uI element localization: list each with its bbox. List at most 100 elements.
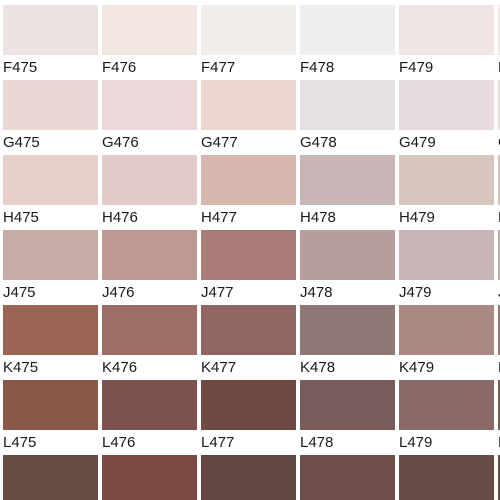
color-code-label: K479 [399, 359, 435, 376]
color-swatch[interactable] [201, 80, 296, 130]
color-swatch[interactable] [300, 80, 395, 130]
color-swatch[interactable] [399, 455, 494, 500]
color-swatch[interactable] [201, 5, 296, 55]
color-swatch-cell[interactable]: F479 [399, 5, 494, 77]
color-swatch[interactable] [3, 230, 98, 280]
color-code-label: G477 [201, 134, 238, 151]
color-swatch-cell[interactable]: G476 [102, 80, 197, 152]
color-swatch[interactable] [498, 155, 500, 205]
color-swatch-cell[interactable] [3, 455, 98, 500]
color-swatch[interactable] [102, 455, 197, 500]
color-swatch[interactable] [3, 305, 98, 355]
color-swatch-cell[interactable]: J [498, 230, 500, 302]
color-swatch[interactable] [3, 155, 98, 205]
color-swatch-cell[interactable] [300, 455, 395, 500]
color-swatch-cell[interactable]: L479 [399, 380, 494, 452]
color-code-label: H475 [3, 209, 39, 226]
color-swatch-cell[interactable]: J475 [3, 230, 98, 302]
color-swatch[interactable] [3, 455, 98, 500]
color-swatch[interactable] [300, 305, 395, 355]
color-swatch-cell[interactable]: H479 [399, 155, 494, 227]
color-swatch-cell[interactable]: G478 [300, 80, 395, 152]
color-swatch[interactable] [3, 80, 98, 130]
color-swatch[interactable] [300, 230, 395, 280]
color-swatch-cell[interactable]: H475 [3, 155, 98, 227]
color-swatch-cell[interactable]: K479 [399, 305, 494, 377]
color-code-label: K [498, 359, 500, 377]
color-swatch-cell[interactable]: G479 [399, 80, 494, 152]
color-swatch[interactable] [399, 380, 494, 430]
color-swatch[interactable] [201, 155, 296, 205]
color-swatch-cell[interactable]: L [498, 380, 500, 452]
color-swatch-cell[interactable]: K477 [201, 305, 296, 377]
color-swatch[interactable] [102, 80, 197, 130]
color-swatch[interactable] [102, 5, 197, 55]
color-swatch-cell[interactable] [498, 455, 500, 500]
color-swatch-cell[interactable]: K475 [3, 305, 98, 377]
color-swatch[interactable] [201, 305, 296, 355]
color-code-label: F [498, 59, 500, 77]
color-swatch-cell[interactable]: F478 [300, 5, 395, 77]
color-swatch[interactable] [498, 5, 500, 55]
color-swatch-cell[interactable]: K478 [300, 305, 395, 377]
color-swatch-cell[interactable]: J478 [300, 230, 395, 302]
color-swatch-cell[interactable]: H [498, 155, 500, 227]
color-swatch-cell[interactable]: L476 [102, 380, 197, 452]
color-swatch[interactable] [300, 455, 395, 500]
color-swatch[interactable] [498, 455, 500, 500]
color-swatch[interactable] [201, 380, 296, 430]
color-swatch[interactable] [498, 305, 500, 355]
color-swatch[interactable] [3, 380, 98, 430]
color-swatch-cell[interactable] [201, 455, 296, 500]
color-swatch[interactable] [498, 80, 500, 130]
color-code-label: H [498, 209, 500, 227]
color-code-label: F477 [201, 59, 236, 76]
color-swatch-cell[interactable]: J477 [201, 230, 296, 302]
color-swatch-cell[interactable]: G475 [3, 80, 98, 152]
color-swatch[interactable] [399, 305, 494, 355]
color-swatch[interactable] [102, 230, 197, 280]
color-code-label: G475 [3, 134, 40, 151]
color-swatch[interactable] [300, 380, 395, 430]
color-swatch-cell[interactable]: L475 [3, 380, 98, 452]
color-code-label: J478 [300, 284, 333, 301]
color-swatch[interactable] [498, 230, 500, 280]
color-swatch-cell[interactable]: H477 [201, 155, 296, 227]
color-swatch-cell[interactable]: L477 [201, 380, 296, 452]
color-swatch[interactable] [399, 155, 494, 205]
color-swatch[interactable] [102, 380, 197, 430]
color-swatch-cell[interactable]: K476 [102, 305, 197, 377]
color-swatch[interactable] [399, 80, 494, 130]
color-swatch[interactable] [399, 5, 494, 55]
color-swatch-cell[interactable]: J476 [102, 230, 197, 302]
color-swatch-cell[interactable]: K [498, 305, 500, 377]
color-swatch-cell[interactable]: H478 [300, 155, 395, 227]
color-swatch-cell[interactable]: H476 [102, 155, 197, 227]
color-swatch[interactable] [102, 155, 197, 205]
color-swatch[interactable] [300, 155, 395, 205]
color-code-label: L [498, 434, 500, 452]
color-swatch[interactable] [300, 5, 395, 55]
color-swatch[interactable] [201, 455, 296, 500]
color-swatch[interactable] [201, 230, 296, 280]
color-swatch-cell[interactable]: F476 [102, 5, 197, 77]
color-swatch-cell[interactable] [399, 455, 494, 500]
color-code-label: K476 [102, 359, 138, 376]
color-code-label: K475 [3, 359, 39, 376]
color-swatch[interactable] [102, 305, 197, 355]
color-swatch-cell[interactable]: J479 [399, 230, 494, 302]
color-code-label: H478 [300, 209, 336, 226]
color-code-label: L478 [300, 434, 334, 451]
color-swatch-cell[interactable]: F [498, 5, 500, 77]
color-swatch-cell[interactable] [102, 455, 197, 500]
color-swatch[interactable] [399, 230, 494, 280]
color-swatch-cell[interactable]: G [498, 80, 500, 152]
color-code-label: H476 [102, 209, 138, 226]
color-swatch-cell[interactable]: L478 [300, 380, 395, 452]
color-swatch-cell[interactable]: G477 [201, 80, 296, 152]
color-swatch[interactable] [498, 380, 500, 430]
color-code-label: F476 [102, 59, 137, 76]
color-swatch-cell[interactable]: F477 [201, 5, 296, 77]
color-swatch-cell[interactable]: F475 [3, 5, 98, 77]
color-swatch[interactable] [3, 5, 98, 55]
